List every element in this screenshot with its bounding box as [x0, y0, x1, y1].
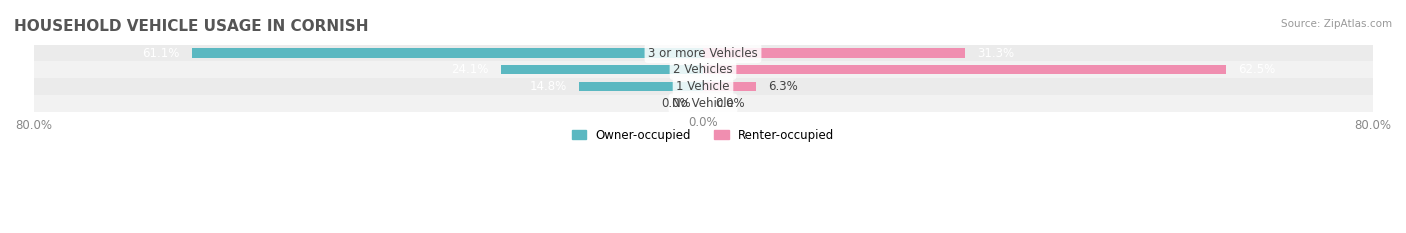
Bar [191, 48, 703, 58]
Text: 0.0%: 0.0% [716, 97, 745, 110]
Text: No Vehicle: No Vehicle [672, 97, 734, 110]
Text: 31.3%: 31.3% [977, 47, 1015, 60]
Text: 3 or more Vehicles: 3 or more Vehicles [648, 47, 758, 60]
Bar [34, 95, 1372, 112]
Legend: Owner-occupied, Renter-occupied: Owner-occupied, Renter-occupied [567, 124, 839, 147]
Text: 6.3%: 6.3% [768, 80, 799, 93]
Text: HOUSEHOLD VEHICLE USAGE IN CORNISH: HOUSEHOLD VEHICLE USAGE IN CORNISH [14, 19, 368, 34]
Text: 1 Vehicle: 1 Vehicle [676, 80, 730, 93]
Bar [502, 65, 703, 75]
Bar [703, 48, 965, 58]
Bar [703, 82, 755, 91]
Text: 62.5%: 62.5% [1239, 63, 1275, 76]
Text: 2 Vehicles: 2 Vehicles [673, 63, 733, 76]
Text: 0.0%: 0.0% [688, 116, 718, 129]
Text: 61.1%: 61.1% [142, 47, 179, 60]
Text: 0.0%: 0.0% [661, 97, 690, 110]
Bar [34, 45, 1372, 62]
Bar [703, 65, 1226, 75]
Text: Source: ZipAtlas.com: Source: ZipAtlas.com [1281, 19, 1392, 29]
Bar [579, 82, 703, 91]
Text: 24.1%: 24.1% [451, 63, 489, 76]
Text: 14.8%: 14.8% [529, 80, 567, 93]
Bar [34, 78, 1372, 95]
Bar [34, 62, 1372, 78]
